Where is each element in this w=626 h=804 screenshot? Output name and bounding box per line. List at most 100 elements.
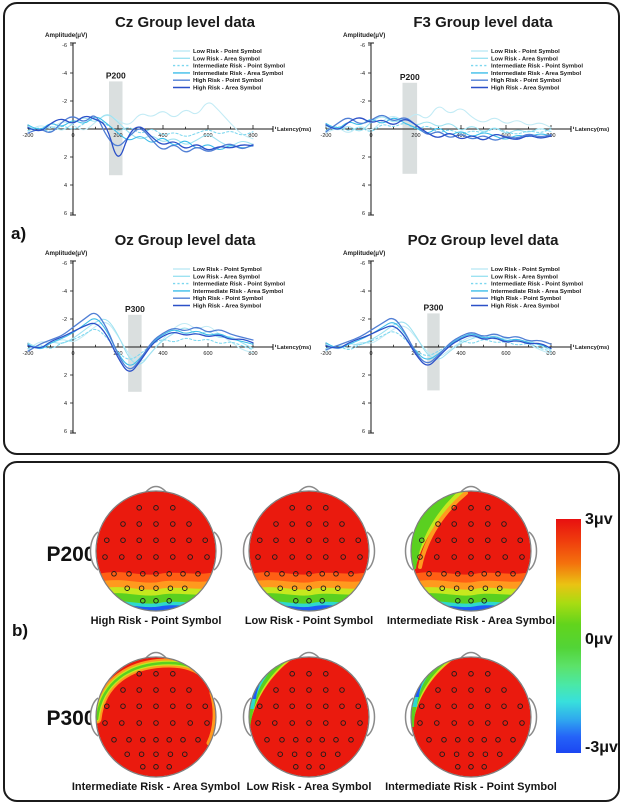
electrode-marker — [136, 537, 142, 543]
electrode-marker — [333, 737, 339, 743]
legend-label: High Risk - Point Symbol — [193, 78, 263, 84]
electrode-marker — [468, 671, 474, 677]
electrode-marker — [339, 703, 345, 709]
electrode-marker — [279, 737, 285, 743]
electrode-marker — [306, 571, 312, 577]
electrode-marker — [170, 687, 176, 693]
electrode-marker — [289, 720, 295, 726]
y-tick-label: -6 — [62, 43, 67, 49]
electrode-marker — [102, 554, 108, 560]
y-tick-label: -2 — [62, 317, 67, 323]
electrode-marker — [335, 585, 341, 591]
x-tick-label: -200 — [22, 351, 33, 357]
electrode-marker — [120, 687, 126, 693]
electrode-marker — [170, 505, 176, 511]
plot-title: Cz Group level data — [115, 14, 256, 31]
legend-label: Intermediate Risk - Area Symbol — [193, 289, 283, 295]
left-ear-icon — [89, 697, 99, 737]
electrode-marker — [519, 720, 525, 726]
legend-label: High Risk - Area Symbol — [193, 86, 262, 92]
y-tick-label: 4 — [362, 401, 365, 407]
legend-label: Low Risk - Point Symbol — [193, 49, 262, 55]
x-tick-label: 400 — [158, 351, 167, 357]
electrode-marker — [451, 720, 457, 726]
topomap-caption: Low Risk - Area Symbol — [246, 781, 372, 793]
highlight-band — [109, 81, 123, 176]
electrode-marker — [468, 521, 474, 527]
electrode-marker — [166, 764, 172, 770]
y-tick-label: -4 — [62, 289, 67, 295]
y-axis-label: Amplitude(μV) — [343, 250, 385, 257]
electrode-marker — [482, 585, 489, 591]
electrode-marker — [279, 571, 285, 577]
x-axis-label: Latency(ms) — [575, 127, 609, 133]
y-tick-label: 2 — [362, 155, 365, 161]
electrode-marker — [323, 537, 329, 543]
head-outline — [95, 490, 217, 612]
electrode-marker — [355, 703, 361, 709]
electrode-marker — [348, 737, 354, 743]
electrode-marker — [468, 571, 474, 577]
electrode-marker — [481, 598, 487, 604]
electrode-marker — [495, 737, 501, 743]
y-tick-label: -4 — [360, 289, 365, 295]
x-tick-label: 200 — [411, 133, 420, 139]
series-0 — [325, 106, 552, 134]
y-tick-label: -4 — [62, 71, 67, 77]
electrode-marker — [138, 585, 145, 591]
electrode-marker — [451, 671, 457, 677]
electrode-marker — [136, 505, 142, 511]
electrode-marker — [140, 737, 146, 743]
legend-label: High Risk - Point Symbol — [491, 78, 561, 84]
electrode-marker — [273, 537, 279, 543]
electrode-marker — [482, 751, 489, 757]
x-tick-label: 600 — [203, 133, 212, 139]
electrode-marker — [306, 720, 312, 726]
electrode-marker — [319, 571, 325, 577]
left-ear-icon — [242, 531, 252, 571]
electrode-marker — [481, 571, 487, 577]
topomap-p300-intermediate-risk-point — [404, 651, 538, 778]
electrode-marker — [126, 571, 132, 577]
electrode-marker — [485, 687, 491, 693]
erp-plot-oz: Oz Group level data Amplitude(μV) Latency(… — [22, 232, 311, 435]
electrode-marker — [153, 720, 159, 726]
electrode-marker — [426, 571, 432, 577]
electrode-marker — [419, 537, 425, 543]
electrode-marker — [357, 554, 363, 560]
electrode-marker — [323, 521, 329, 527]
electrode-marker — [306, 764, 312, 770]
x-tick-label: -200 — [320, 351, 331, 357]
electrode-marker — [323, 720, 329, 726]
series-3 — [27, 318, 254, 366]
electrode-marker — [153, 737, 159, 743]
y-tick-label: 6 — [64, 429, 67, 435]
electrode-marker — [517, 703, 523, 709]
electrode-marker — [340, 554, 346, 560]
electrode-marker — [451, 703, 457, 709]
electrode-marker — [136, 703, 142, 709]
x-tick-label: 800 — [248, 133, 257, 139]
right-ear-icon — [528, 531, 538, 571]
y-tick-label: 2 — [362, 373, 365, 379]
topomap-p200-low-risk-point — [242, 485, 376, 612]
electrode-marker — [102, 720, 108, 726]
series-4 — [27, 312, 254, 370]
electrode-marker — [306, 737, 312, 743]
electrode-marker — [451, 537, 457, 543]
series-5 — [27, 115, 254, 157]
series-4 — [325, 318, 552, 364]
electrode-marker — [502, 720, 508, 726]
electrode-marker — [468, 764, 474, 770]
electrode-marker — [264, 571, 270, 577]
erp-plot-f3: F3 Group level data Amplitude(μV) Latency(… — [320, 14, 609, 217]
electrode-marker — [153, 751, 159, 757]
electrode-marker — [451, 687, 457, 693]
electrode-marker — [195, 571, 201, 577]
electrode-marker — [136, 720, 142, 726]
electrode-marker — [451, 505, 457, 511]
electrode-marker — [439, 585, 445, 591]
electrode-marker — [180, 737, 186, 743]
legend-label: Low Risk - Point Symbol — [491, 49, 560, 55]
y-tick-label: -6 — [360, 261, 365, 267]
